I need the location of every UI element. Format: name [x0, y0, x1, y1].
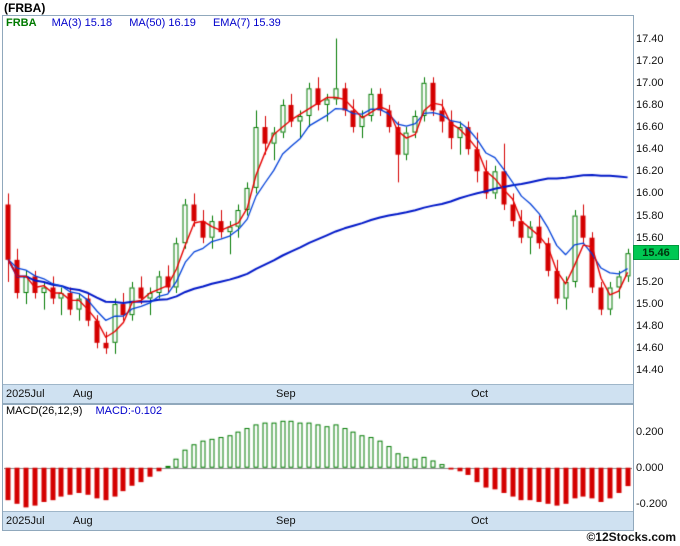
price-tick-label: 16.00 — [636, 187, 664, 200]
footer: ©12Stocks.com — [0, 530, 676, 546]
legend-symbol: FRBA — [6, 17, 37, 29]
price-tick-label: 14.80 — [636, 320, 664, 333]
month-label: Sep — [276, 388, 296, 400]
price-tick-label: 17.40 — [636, 32, 664, 45]
price-tick-label: 14.40 — [636, 364, 664, 377]
macd-header: MACD(26,12,9) MACD:-0.102 — [3, 405, 633, 419]
price-tick-label: 15.80 — [636, 209, 664, 222]
legend-ma3-label: MA(3) 15.18 — [51, 17, 113, 29]
macd-chart-canvas — [4, 419, 632, 511]
macd-tick-label: 0.200 — [636, 425, 664, 438]
month-label: Aug — [73, 388, 93, 400]
price-tick-label: 16.20 — [636, 165, 664, 178]
macd-tick-label: -0.200 — [636, 497, 668, 510]
month-label: Aug — [73, 515, 93, 527]
legend-ema7-label: EMA(7) 15.39 — [212, 17, 281, 29]
price-tick-label: 15.20 — [636, 275, 664, 288]
x-axis-strip-bottom: 2025Jul Aug Sep Oct — [3, 511, 633, 530]
chart-legend: FRBA MA(3) 15.18 MA(50) 16.19 EMA(7) 15.… — [3, 16, 633, 31]
price-tick-label: 14.60 — [636, 342, 664, 355]
macd-panel: MACD(26,12,9) MACD:-0.102 2025Jul Aug Sep O… — [2, 404, 634, 531]
macd-tick-label: 0.000 — [636, 461, 664, 474]
price-tick-label: 15.60 — [636, 231, 664, 244]
x-axis-strip-top: 2025Jul Aug Sep Oct — [3, 384, 633, 403]
price-chart-panel: FRBA MA(3) 15.18 MA(50) 16.19 EMA(7) 15.… — [2, 15, 634, 404]
credit-text: ©12Stocks.com — [586, 530, 676, 544]
price-tick-label: 17.00 — [636, 76, 664, 89]
price-tick-label: 15.00 — [636, 298, 664, 311]
price-tick-label: 16.60 — [636, 121, 664, 134]
last-price-label: 15.46 — [633, 245, 679, 261]
candlestick-chart-canvas — [4, 31, 632, 384]
legend-ma50-label: MA(50) 16.19 — [129, 17, 196, 29]
month-label: Oct — [471, 388, 489, 400]
macd-value: MACD:-0.102 — [95, 405, 163, 417]
macd-axis: 0.200 0.000 -0.200 — [636, 404, 680, 531]
price-tick-label: 17.20 — [636, 54, 664, 67]
macd-title: MACD(26,12,9) — [6, 405, 83, 417]
price-tick-label: 16.80 — [636, 98, 664, 111]
month-label: 2025Jul — [6, 388, 45, 400]
month-label: 2025Jul — [6, 515, 45, 527]
price-tick-label: 16.40 — [636, 143, 664, 156]
page-title: (FRBA) — [4, 1, 46, 15]
price-axis: 15.46 17.40 17.20 17.00 16.80 16.60 16.40 16.2… — [633, 15, 680, 404]
month-label: Oct — [471, 515, 489, 527]
month-label: Sep — [276, 515, 296, 527]
